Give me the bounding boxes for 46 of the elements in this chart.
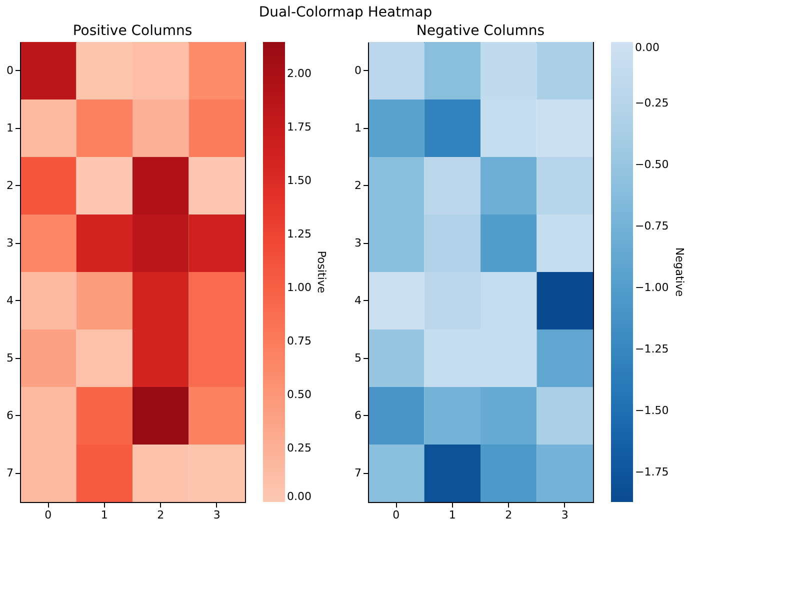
x-tick-label: 0	[392, 508, 400, 522]
chart-title: Negative Columns	[416, 23, 545, 39]
color-bar-label: 2.00	[287, 67, 312, 80]
x-tick-label: 0	[44, 508, 52, 522]
color-bar-label: 0.00	[635, 41, 660, 54]
x-tick-label: 2	[157, 508, 164, 522]
y-tick-label: 7	[354, 466, 362, 480]
x-tick-label: 2	[505, 508, 512, 522]
color-bar-label: −0.50	[635, 158, 669, 171]
y-tick-label: 4	[354, 294, 362, 307]
y-tick-label: 6	[6, 408, 14, 422]
y-tick-label: 5	[354, 351, 362, 364]
color-bar-label: 0.75	[287, 334, 312, 348]
color-bar-label: 0.25	[287, 442, 312, 455]
y-tick-label: 3	[6, 236, 14, 250]
text: Dual-Colormap Heatmap	[258, 4, 432, 20]
color-bar-label: −1.75	[635, 465, 669, 478]
y-tick-label: 1	[354, 121, 362, 134]
x-tick-label: 3	[561, 508, 568, 522]
color-bar-label: −1.25	[635, 342, 669, 356]
color-bar-title: Negative	[673, 247, 686, 297]
color-bar-label: 0.50	[287, 388, 312, 402]
color-bar-label: 1.00	[287, 281, 312, 294]
chart-title: Positive Columns	[72, 23, 192, 39]
color-bar-label: −0.25	[635, 96, 669, 110]
color-bar-label: −1.50	[635, 404, 669, 417]
color-bar-label: −0.75	[635, 219, 669, 232]
color-bar-label: 1.50	[287, 174, 312, 188]
y-tick-label: 1	[6, 121, 14, 134]
x-tick-label: 1	[100, 508, 108, 522]
x-tick-label: 3	[213, 508, 220, 522]
color-bar-label: −1.00	[635, 280, 669, 294]
y-tick-label: 5	[6, 351, 14, 364]
color-bar-label: 1.75	[287, 120, 312, 134]
color-bar-label: 0.00	[287, 490, 312, 503]
y-tick-label: 3	[354, 236, 362, 250]
y-tick-label: 4	[6, 294, 14, 307]
y-tick-label: 0	[354, 64, 362, 77]
y-tick-label: 2	[6, 178, 14, 192]
y-tick-label: 6	[354, 408, 362, 422]
y-tick-label: 0	[6, 64, 14, 77]
y-tick-label: 7	[6, 466, 14, 480]
y-tick-label: 2	[354, 178, 362, 192]
color-bar-title: Positive	[315, 250, 328, 294]
color-bar-label: 1.25	[287, 228, 312, 241]
x-tick-label: 1	[448, 508, 456, 522]
